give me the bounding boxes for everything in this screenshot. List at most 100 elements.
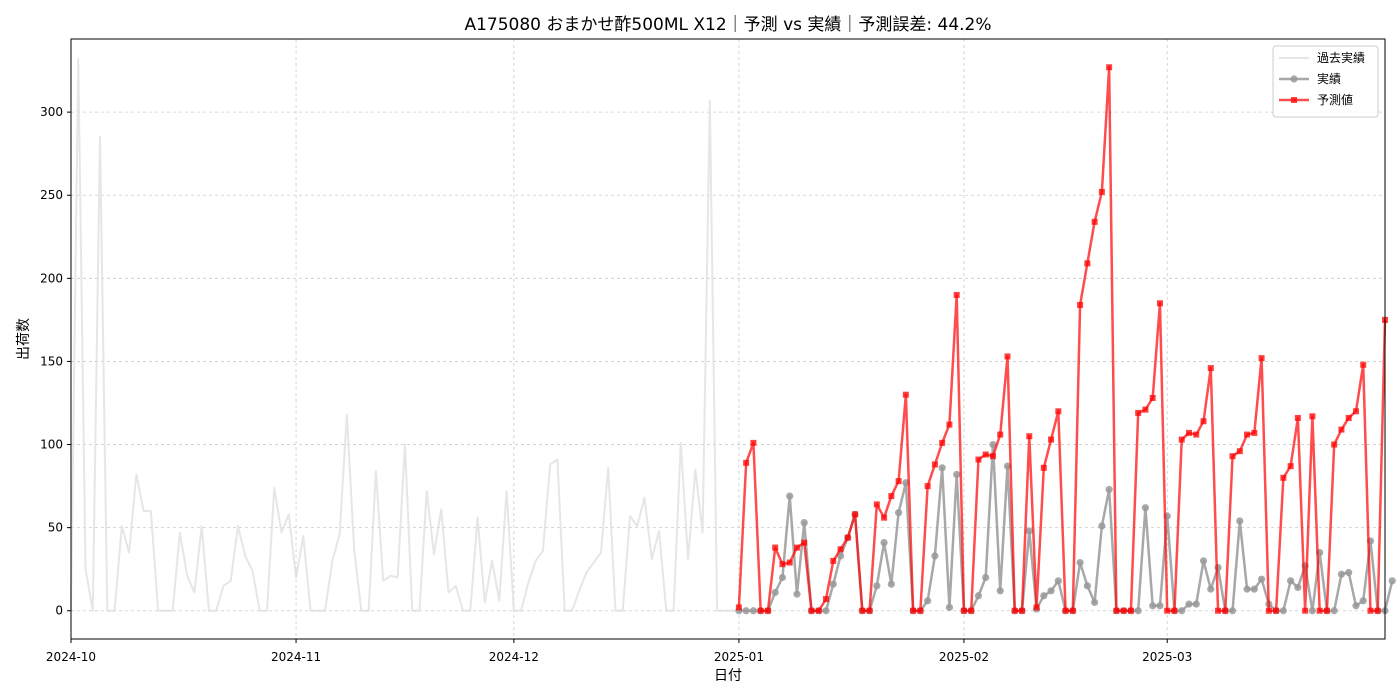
data-point xyxy=(743,459,750,466)
data-point xyxy=(1120,607,1127,614)
data-point xyxy=(1265,607,1272,614)
data-point xyxy=(1229,453,1236,460)
legend-marker xyxy=(1290,75,1298,83)
data-point xyxy=(1083,582,1091,590)
data-point xyxy=(1337,570,1346,578)
data-point xyxy=(1199,557,1208,565)
data-point xyxy=(772,544,779,551)
x-tick-label: 2025-03 xyxy=(1142,650,1192,664)
x-tick-label: 2024-12 xyxy=(489,650,539,664)
data-point xyxy=(974,592,983,600)
data-point xyxy=(779,561,786,568)
data-point xyxy=(757,607,764,614)
data-point xyxy=(1207,365,1214,372)
data-point xyxy=(1359,597,1367,605)
x-axis-label: 日付 xyxy=(714,668,742,684)
data-point xyxy=(808,607,815,614)
data-point xyxy=(1098,188,1105,195)
data-point xyxy=(989,453,996,460)
data-point xyxy=(1374,607,1381,614)
data-point xyxy=(1200,418,1207,425)
data-point xyxy=(1076,558,1084,567)
data-point xyxy=(830,557,837,564)
y-tick-label: 250 xyxy=(40,188,63,202)
data-point xyxy=(844,534,851,541)
data-point xyxy=(1185,429,1192,436)
data-point xyxy=(1222,607,1229,614)
data-point xyxy=(997,431,1004,438)
data-point xyxy=(960,607,967,614)
data-point xyxy=(764,607,771,614)
data-point xyxy=(1019,607,1026,614)
data-point xyxy=(822,607,830,615)
series-line xyxy=(737,66,1387,612)
data-point xyxy=(945,603,954,612)
data-point xyxy=(1171,607,1178,614)
data-point xyxy=(1236,448,1243,455)
data-point xyxy=(880,539,888,547)
data-point xyxy=(829,580,837,588)
data-point xyxy=(1135,409,1142,416)
data-point xyxy=(953,470,961,479)
y-tick-label: 100 xyxy=(40,438,63,452)
data-point xyxy=(1302,607,1309,614)
series-1 xyxy=(70,57,739,612)
data-point xyxy=(1258,355,1265,362)
x-tick-label: 2025-02 xyxy=(939,650,989,664)
data-point xyxy=(1084,260,1091,267)
data-point xyxy=(924,597,932,605)
data-point xyxy=(1149,395,1156,402)
data-point xyxy=(1040,464,1047,471)
y-tick-label: 300 xyxy=(40,105,63,119)
data-point xyxy=(1026,433,1033,440)
data-point xyxy=(1091,598,1099,607)
data-point xyxy=(1069,607,1076,614)
data-point xyxy=(1243,585,1251,593)
data-point xyxy=(1207,585,1215,593)
data-point xyxy=(924,483,931,490)
data-point xyxy=(1215,607,1222,614)
data-point xyxy=(1156,300,1163,307)
data-point xyxy=(771,588,779,597)
data-point xyxy=(1294,583,1302,592)
chart-title: A175080 おまかせ酢500ML X12｜予測 vs 実績｜予測誤差: 44… xyxy=(464,15,991,35)
data-point xyxy=(1273,607,1280,614)
data-point xyxy=(778,573,787,582)
data-point xyxy=(1331,441,1338,448)
data-point xyxy=(793,590,801,598)
data-point xyxy=(852,511,859,518)
data-point xyxy=(1134,607,1142,615)
data-point xyxy=(1040,592,1048,600)
data-point xyxy=(1279,607,1287,615)
data-point xyxy=(749,607,758,615)
data-point xyxy=(801,539,808,546)
data-point xyxy=(823,596,830,603)
data-point xyxy=(1244,431,1251,438)
y-tick-label: 150 xyxy=(40,354,63,368)
data-point xyxy=(1316,607,1323,614)
data-point xyxy=(873,582,881,590)
data-point xyxy=(1105,485,1113,494)
data-point xyxy=(1193,431,1200,438)
data-point xyxy=(786,559,793,566)
data-point xyxy=(1323,607,1330,614)
data-point xyxy=(873,501,880,508)
data-point xyxy=(1250,585,1258,593)
data-point xyxy=(815,607,822,614)
x-tick-label: 2024-11 xyxy=(271,650,321,664)
data-point xyxy=(1338,426,1345,433)
y-tick-label: 0 xyxy=(55,604,63,618)
data-point xyxy=(968,607,975,614)
legend-marker xyxy=(1291,97,1297,103)
data-point xyxy=(1287,463,1294,470)
data-point xyxy=(866,607,873,614)
data-point xyxy=(895,509,903,517)
data-point xyxy=(1236,517,1244,525)
axes: 0 50 100 150 200 250 300 2024-10 2024-11 2024-12 2… xyxy=(40,105,1192,664)
data-point xyxy=(735,604,742,611)
data-point xyxy=(1055,408,1062,415)
data-point xyxy=(982,451,989,458)
data-point xyxy=(1004,353,1011,360)
data-point xyxy=(1025,527,1033,535)
